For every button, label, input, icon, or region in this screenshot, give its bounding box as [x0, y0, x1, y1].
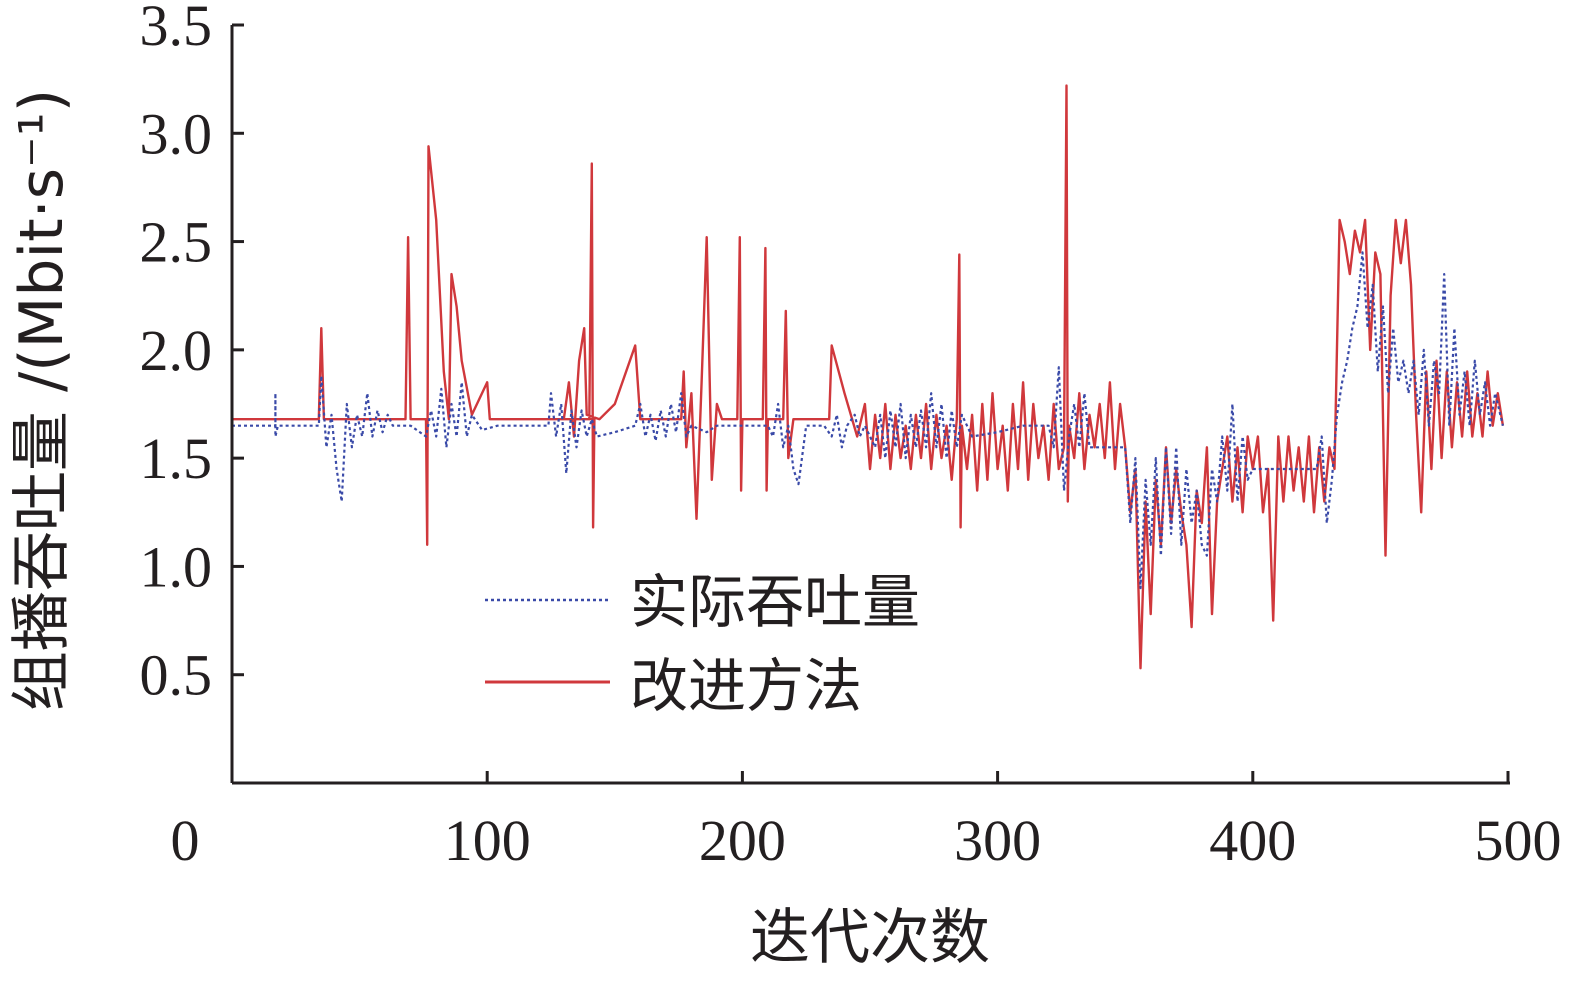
- y-tick-label: 2.0: [140, 318, 213, 383]
- legend-label-actual: 实际吞吐量: [630, 568, 920, 636]
- x-tick-label: 0: [171, 808, 200, 873]
- x-tick-label: 200: [699, 808, 786, 873]
- y-axis-title: 组播吞吐量 /(Mbit·s⁻¹): [7, 89, 77, 711]
- y-tick-label: 3.5: [140, 0, 213, 58]
- plot-area: [232, 84, 1505, 670]
- y-tick-label: 0.5: [140, 643, 213, 708]
- y-tick-label: 2.5: [140, 210, 213, 275]
- x-axis-title: 迭代次数: [750, 903, 990, 973]
- y-tick-label: 1.5: [140, 426, 213, 491]
- series-line-improved-method: [232, 84, 1505, 670]
- x-tick-label: 500: [1475, 808, 1562, 873]
- x-tick-label: 400: [1209, 808, 1296, 873]
- x-tick-label: 300: [954, 808, 1041, 873]
- y-tick-label: 1.0: [140, 534, 213, 599]
- y-tick-label: 3.0: [140, 101, 213, 166]
- y-ticks: 0.5 1.0 1.5 2.0 2.5 3.0 3.5: [140, 0, 244, 708]
- series-line-actual-throughput: [232, 251, 1504, 590]
- x-ticks: 0 100 200 300 400 500: [171, 771, 1562, 873]
- x-tick-label: 100: [444, 808, 531, 873]
- axes: [230, 25, 1510, 785]
- legend-label-improved: 改进方法: [630, 652, 862, 720]
- legend: 实际吞吐量 改进方法: [485, 568, 920, 720]
